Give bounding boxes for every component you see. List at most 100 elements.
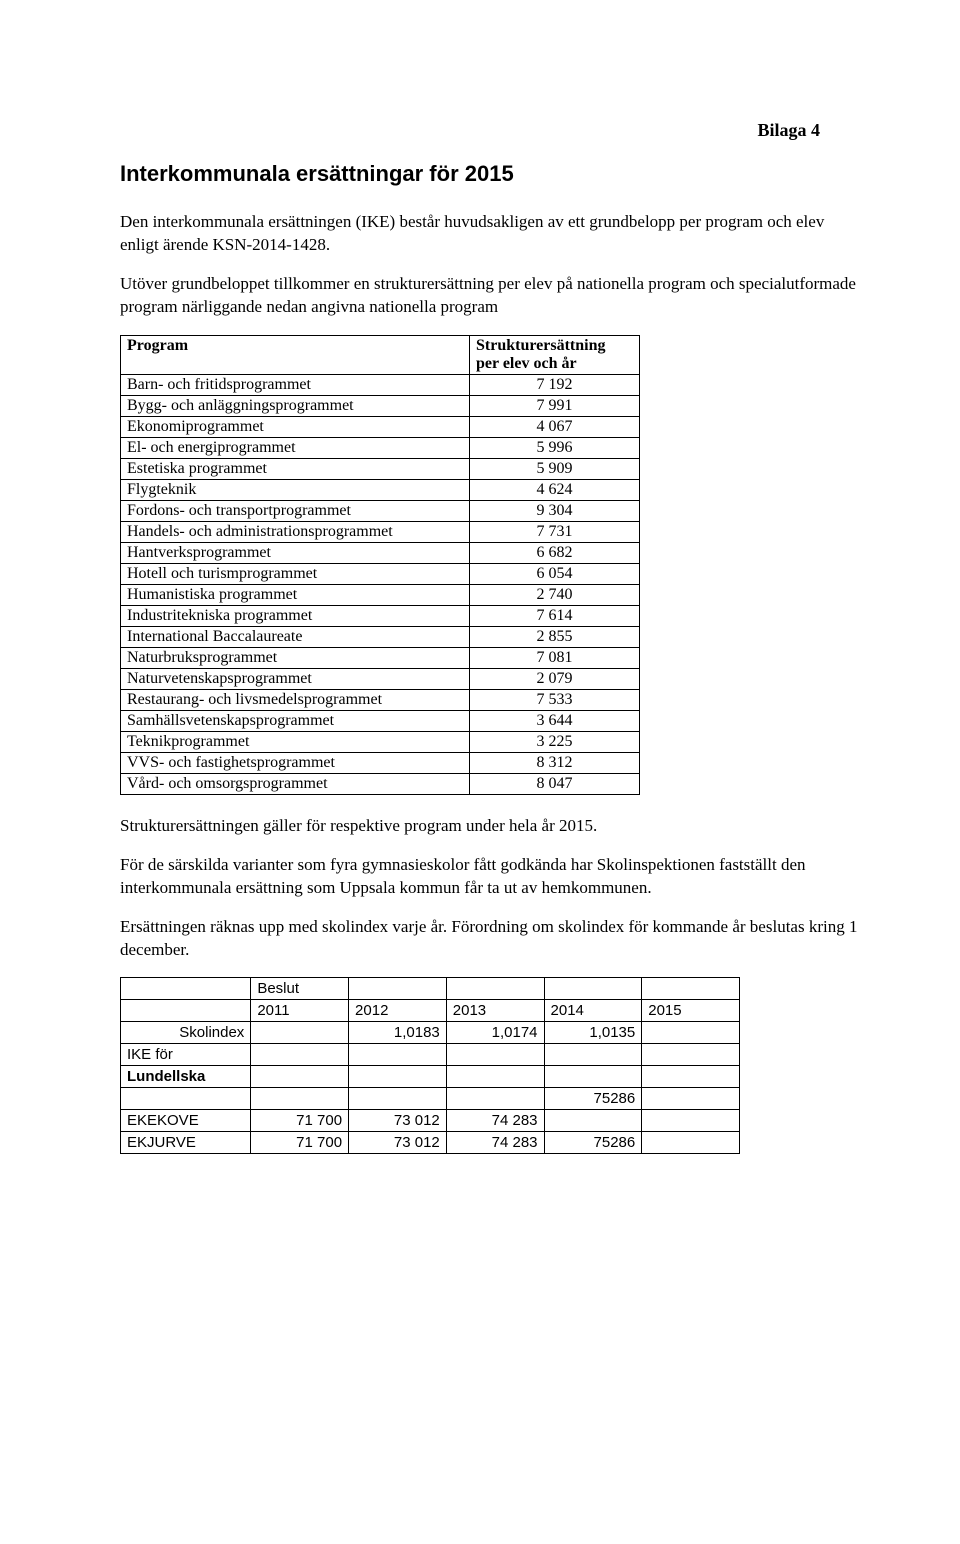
paragraph-1: Den interkommunala ersättningen (IKE) be… — [120, 211, 860, 257]
ekjurve-2014: 75286 — [544, 1132, 642, 1154]
table-row: Fordons- och transportprogrammet9 304 — [121, 500, 640, 521]
year-2014: 2014 — [544, 1000, 642, 1022]
table-row: Restaurang- och livsmedelsprogrammet7 53… — [121, 689, 640, 710]
beslut-cell: Beslut — [251, 978, 349, 1000]
program-name-cell: Restaurang- och livsmedelsprogrammet — [121, 689, 470, 710]
table-row: EKEKOVE 71 700 73 012 74 283 — [121, 1110, 740, 1132]
paragraph-3: Strukturersättningen gäller för respekti… — [120, 815, 860, 838]
program-name-cell: Humanistiska programmet — [121, 584, 470, 605]
program-name-cell: Vård- och omsorgsprogrammet — [121, 773, 470, 794]
ekjurve-2012: 73 012 — [349, 1132, 447, 1154]
empty-cell — [642, 1044, 740, 1066]
ekekove-label: EKEKOVE — [121, 1110, 251, 1132]
program-value-cell: 7 614 — [470, 605, 640, 626]
table-row: El- och energiprogrammet5 996 — [121, 437, 640, 458]
program-name-cell: Naturbruksprogrammet — [121, 647, 470, 668]
table-row: Naturvetenskapsprogrammet2 079 — [121, 668, 640, 689]
skolindex-2014: 1,0135 — [544, 1022, 642, 1044]
program-name-cell: El- och energiprogrammet — [121, 437, 470, 458]
empty-cell — [251, 1066, 349, 1088]
year-2011: 2011 — [251, 1000, 349, 1022]
empty-cell — [642, 1110, 740, 1132]
table-row: Ekonomiprogrammet4 067 — [121, 416, 640, 437]
program-value-cell: 7 991 — [470, 395, 640, 416]
program-name-cell: Naturvetenskapsprogrammet — [121, 668, 470, 689]
table-row: Beslut — [121, 978, 740, 1000]
ike-for-label: IKE för — [121, 1044, 251, 1066]
program-value-cell: 6 682 — [470, 542, 640, 563]
table-row: Bygg- och anläggningsprogrammet7 991 — [121, 395, 640, 416]
ekjurve-label: EKJURVE — [121, 1132, 251, 1154]
ekekove-2014-offset: 75286 — [544, 1088, 642, 1110]
program-name-cell: Flygteknik — [121, 479, 470, 500]
program-name-cell: Bygg- och anläggningsprogrammet — [121, 395, 470, 416]
program-name-cell: Estetiska programmet — [121, 458, 470, 479]
attachment-label: Bilaga 4 — [120, 120, 820, 141]
table-row: Hantverksprogrammet6 682 — [121, 542, 640, 563]
program-value-cell: 6 054 — [470, 563, 640, 584]
empty-cell — [251, 1044, 349, 1066]
table-row: Naturbruksprogrammet7 081 — [121, 647, 640, 668]
program-value-cell: 3 644 — [470, 710, 640, 731]
ekjurve-2011: 71 700 — [251, 1132, 349, 1154]
program-name-cell: Barn- och fritidsprogrammet — [121, 374, 470, 395]
program-value-cell: 7 731 — [470, 521, 640, 542]
table-row: Skolindex 1,0183 1,0174 1,0135 — [121, 1022, 740, 1044]
empty-cell — [642, 1132, 740, 1154]
program-value-cell: 7 081 — [470, 647, 640, 668]
year-2012: 2012 — [349, 1000, 447, 1022]
program-name-cell: Hantverksprogrammet — [121, 542, 470, 563]
empty-cell — [121, 1088, 251, 1110]
program-value-cell: 9 304 — [470, 500, 640, 521]
table-row: IKE för — [121, 1044, 740, 1066]
empty-cell — [349, 978, 447, 1000]
table-row: Barn- och fritidsprogrammet7 192 — [121, 374, 640, 395]
program-value-cell: 4 624 — [470, 479, 640, 500]
paragraph-2: Utöver grundbeloppet tillkommer en struk… — [120, 273, 860, 319]
col-header-program: Program — [121, 335, 470, 374]
table-row: VVS- och fastighetsprogrammet8 312 — [121, 752, 640, 773]
empty-cell — [544, 1044, 642, 1066]
program-value-cell: 5 996 — [470, 437, 640, 458]
empty-cell — [446, 978, 544, 1000]
table-row: Handels- och administrationsprogrammet7 … — [121, 521, 640, 542]
skolindex-2013: 1,0174 — [446, 1022, 544, 1044]
program-name-cell: Handels- och administrationsprogrammet — [121, 521, 470, 542]
empty-cell — [446, 1088, 544, 1110]
table-row: Lundellska — [121, 1066, 740, 1088]
empty-cell — [544, 1110, 642, 1132]
skolindex-2012: 1,0183 — [349, 1022, 447, 1044]
empty-cell — [349, 1044, 447, 1066]
empty-cell — [642, 1022, 740, 1044]
empty-cell — [349, 1066, 447, 1088]
empty-cell — [121, 978, 251, 1000]
ekjurve-2013: 74 283 — [446, 1132, 544, 1154]
table-row: Hotell och turismprogrammet6 054 — [121, 563, 640, 584]
skolindex-table: Beslut 2011 2012 2013 2014 2015 Skolinde… — [120, 977, 740, 1154]
table-row: 75286 — [121, 1088, 740, 1110]
table-row: Humanistiska programmet2 740 — [121, 584, 640, 605]
program-value-cell: 2 740 — [470, 584, 640, 605]
year-2015: 2015 — [642, 1000, 740, 1022]
empty-cell — [251, 1088, 349, 1110]
table-row: Samhällsvetenskapsprogrammet3 644 — [121, 710, 640, 731]
empty-cell — [121, 1000, 251, 1022]
skolindex-label: Skolindex — [121, 1022, 251, 1044]
program-name-cell: Industritekniska programmet — [121, 605, 470, 626]
year-2013: 2013 — [446, 1000, 544, 1022]
program-value-cell: 8 047 — [470, 773, 640, 794]
program-value-cell: 2 855 — [470, 626, 640, 647]
table-row: International Baccalaureate2 855 — [121, 626, 640, 647]
lundellska-label: Lundellska — [121, 1066, 251, 1088]
program-name-cell: Fordons- och transportprogrammet — [121, 500, 470, 521]
program-name-cell: VVS- och fastighetsprogrammet — [121, 752, 470, 773]
empty-cell — [251, 1022, 349, 1044]
program-name-cell: International Baccalaureate — [121, 626, 470, 647]
col-header-value-line2: per elev och år — [476, 355, 577, 372]
program-name-cell: Samhällsvetenskapsprogrammet — [121, 710, 470, 731]
program-value-cell: 8 312 — [470, 752, 640, 773]
program-name-cell: Hotell och turismprogrammet — [121, 563, 470, 584]
empty-cell — [446, 1044, 544, 1066]
table-row: Industritekniska programmet7 614 — [121, 605, 640, 626]
empty-cell — [642, 1066, 740, 1088]
